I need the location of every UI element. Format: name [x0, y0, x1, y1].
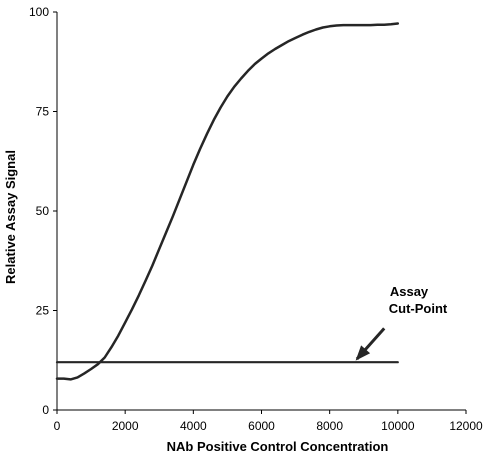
y-tick-label: 50	[36, 204, 50, 218]
y-tick-label: 0	[42, 403, 49, 417]
x-tick-label: 12000	[449, 419, 483, 433]
x-tick-label: 2000	[112, 419, 139, 433]
y-axis-title: Relative Assay Signal	[3, 150, 18, 284]
x-axis-title: NAb Positive Control Concentration	[167, 439, 389, 454]
signal-curve	[55, 22, 400, 381]
x-tick-label: 8000	[316, 419, 343, 433]
y-tick-label: 75	[36, 105, 50, 119]
axes: 0 25 50 75 100 0 2000 4000 6000 8000 10000 12000	[29, 5, 483, 433]
y-tick-label: 100	[29, 5, 49, 19]
series-layer	[55, 22, 400, 381]
x-tick-label: 0	[54, 419, 61, 433]
x-tick-label: 6000	[248, 419, 275, 433]
annotation-label-line1: Assay	[390, 284, 429, 299]
annotation-layer: Assay Cut-Point	[355, 284, 448, 361]
annotation-label-line2: Cut-Point	[389, 301, 448, 316]
x-tick-label: 10000	[381, 419, 415, 433]
x-tick-label: 4000	[180, 419, 207, 433]
annotation-arrow-head	[355, 345, 371, 361]
y-tick-label: 25	[36, 304, 50, 318]
